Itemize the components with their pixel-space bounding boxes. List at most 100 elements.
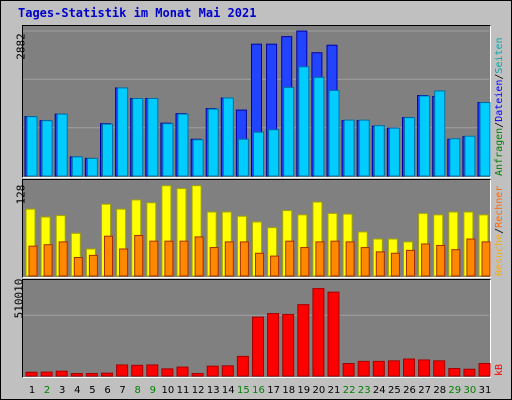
legend-entry: / — [494, 121, 505, 128]
y-axis-label-kb: 510010 — [12, 278, 26, 319]
bar-rechner — [390, 252, 400, 277]
bar-dateien — [253, 131, 264, 177]
bar-dateien — [464, 135, 476, 177]
bar-dateien — [117, 87, 129, 177]
bar-dateien — [479, 102, 491, 177]
bar-dateien — [328, 89, 340, 177]
bar-dateien — [147, 98, 159, 177]
day-label: 22 — [343, 385, 356, 396]
day-label: 25 — [388, 385, 401, 396]
bar-dateien — [449, 138, 461, 177]
bar-rechner — [149, 240, 159, 277]
legend-visits-hosts: Besuche/Rechner — [494, 186, 505, 276]
bar-rechner — [119, 248, 129, 277]
bar-rechner — [481, 241, 491, 277]
bar-rechner — [300, 247, 310, 277]
day-label: 23 — [358, 385, 371, 396]
day-label: 20 — [313, 385, 326, 396]
bar-dateien — [419, 95, 431, 177]
bar-rechner — [194, 236, 204, 277]
bar-dateien — [404, 117, 415, 177]
bar-dateien — [26, 116, 38, 177]
day-label: 21 — [328, 385, 341, 396]
legend-entry: Seiten — [494, 37, 505, 74]
day-label: 10 — [162, 385, 175, 396]
bar-kb — [25, 371, 38, 377]
bar-kb — [206, 365, 219, 377]
bar-rechner — [315, 241, 325, 277]
bar-rechner — [58, 241, 68, 277]
bar-dateien — [434, 90, 446, 177]
bar-rechner — [330, 240, 340, 277]
bar-dateien — [192, 139, 204, 177]
legend-entry: Besuche — [494, 233, 505, 276]
day-label: 28 — [433, 385, 446, 396]
bar-kb — [433, 360, 446, 377]
day-label: 26 — [403, 385, 416, 396]
day-label: 7 — [119, 385, 125, 396]
bar-kb — [116, 364, 129, 377]
bar-dateien — [358, 119, 370, 177]
legend-kb: kB — [494, 364, 505, 376]
legend-entry: kB — [494, 363, 505, 376]
day-label: 3 — [59, 385, 65, 396]
bar-kb — [448, 368, 461, 377]
bar-rechner — [451, 249, 461, 277]
legend-entry: Anfragen — [494, 127, 505, 176]
bar-kb — [85, 373, 98, 377]
bar-kb — [146, 364, 159, 377]
day-label: 31 — [479, 385, 492, 396]
bar-dateien — [207, 108, 219, 177]
day-label: 29 — [448, 385, 461, 396]
legend-entry: Rechner — [494, 185, 505, 228]
bar-rechner — [224, 241, 234, 277]
bar-kb — [327, 291, 340, 377]
bar-rechner — [73, 257, 83, 277]
bar-kb — [387, 360, 400, 377]
bar-kb — [342, 363, 355, 377]
day-label: 15 — [237, 385, 250, 396]
bar-dateien — [298, 66, 310, 177]
bar-kb — [40, 371, 53, 377]
bar-kb — [463, 368, 476, 377]
bar-rechner — [375, 251, 385, 277]
bar-rechner — [406, 249, 415, 277]
bar-kb — [131, 364, 144, 377]
bar-kb — [161, 368, 174, 377]
bar-dateien — [102, 123, 113, 177]
bar-rechner — [179, 240, 189, 277]
bar-kb — [70, 373, 83, 377]
bar-dateien — [237, 138, 249, 177]
bar-dateien — [313, 76, 325, 177]
bar-dateien — [222, 97, 234, 177]
day-label: 8 — [135, 385, 141, 396]
bar-rechner — [209, 247, 219, 277]
legend-entry: / — [494, 73, 505, 80]
bar-kb — [372, 360, 385, 377]
bar-dateien — [132, 98, 144, 177]
bar-rechner — [466, 238, 476, 277]
day-label: 1 — [29, 385, 35, 396]
bar-rechner — [270, 255, 280, 277]
day-label: 4 — [74, 385, 80, 396]
bar-kb — [357, 360, 370, 377]
legend-entry: Dateien — [494, 79, 505, 122]
y-axis-label-requests: 2882 — [14, 33, 28, 60]
bar-rechner — [360, 247, 370, 277]
bar-kb — [252, 316, 264, 377]
bar-rechner — [43, 244, 53, 277]
bar-rechner — [345, 241, 355, 277]
y-axis-label-visits: 128 — [14, 184, 28, 205]
bar-rechner — [134, 234, 144, 277]
bar-dateien — [373, 125, 385, 177]
day-label: 17 — [267, 385, 280, 396]
day-label: 2 — [44, 385, 50, 396]
bar-dateien — [343, 119, 355, 177]
day-label: 5 — [89, 385, 95, 396]
legend-requests-files-pages: Anfragen/Dateien/Seiten — [494, 37, 505, 176]
bar-kb — [418, 359, 431, 377]
bar-rechner — [436, 244, 446, 277]
day-label: 11 — [177, 385, 190, 396]
bar-dateien — [388, 127, 400, 177]
